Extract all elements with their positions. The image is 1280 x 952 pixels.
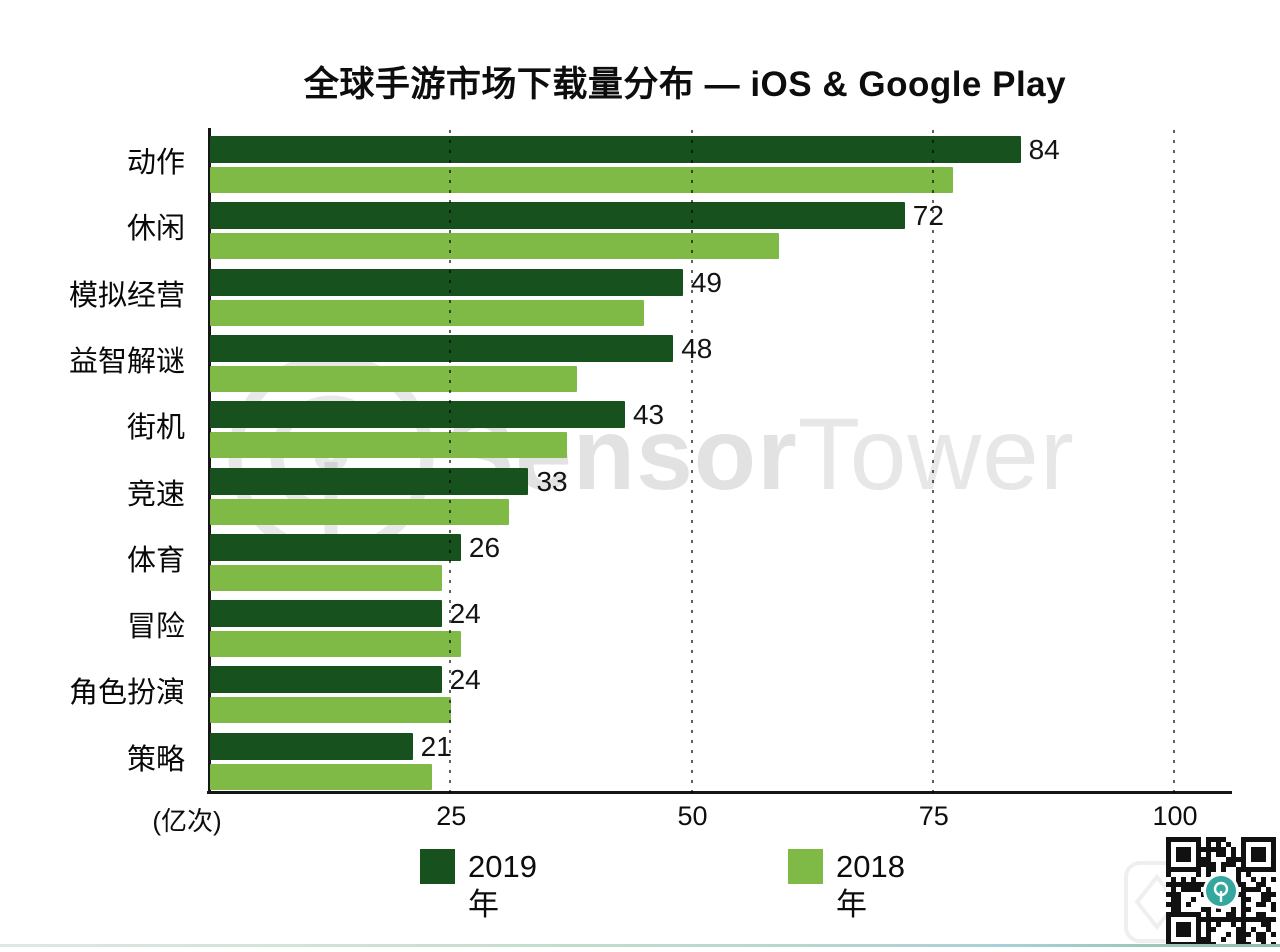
chart-row: 24 [210, 660, 1175, 726]
bar-2018年-冒险 [210, 631, 461, 658]
x-tick-100: 100 [1152, 801, 1198, 831]
category-label-街机: 街机 [126, 412, 185, 445]
sensortower-qr-code [1166, 837, 1280, 947]
category-label-休闲: 休闲 [126, 213, 185, 246]
value-label: 72 [912, 200, 944, 232]
chart-row: 43 [210, 395, 1175, 461]
chart-row: 72 [210, 196, 1175, 262]
gridline-100 [1173, 130, 1175, 793]
bar-2018年-体育 [210, 564, 442, 591]
category-label-体育: 体育 [126, 544, 185, 577]
value-label: 43 [632, 399, 665, 431]
legend-label-2019: 2019年 [468, 849, 537, 922]
x-tick-50: 50 [677, 801, 708, 831]
bar-2019年-体育 [210, 533, 461, 561]
bottom-cropped-strip [0, 944, 1280, 947]
value-label: 49 [690, 266, 722, 298]
bar-2019年-休闲 [210, 202, 905, 230]
y-axis-line [208, 128, 211, 793]
value-label: 84 [1028, 134, 1060, 165]
legend-label-2018: 2018年 [836, 849, 905, 922]
bar-2019年-街机 [210, 401, 625, 429]
value-label: 48 [681, 332, 713, 364]
chart-row: 33 [210, 462, 1175, 528]
value-label: 24 [449, 664, 481, 696]
bar-2019年-策略 [210, 732, 413, 760]
legend-swatch-2019 [420, 849, 455, 884]
legend-swatch-2018 [788, 849, 823, 884]
bar-2019年-模拟经营 [210, 268, 683, 296]
x-tick-25: 25 [436, 801, 467, 831]
value-label: 24 [449, 598, 481, 630]
category-label-角色扮演: 角色扮演 [68, 677, 185, 710]
bar-2019年-冒险 [210, 600, 442, 628]
category-label-动作: 动作 [126, 147, 185, 179]
bar-2018年-动作 [210, 167, 954, 193]
category-label-模拟经营: 模拟经营 [68, 279, 185, 312]
gridline-50 [690, 130, 693, 793]
chart-title: 全球手游市场下载量分布 — iOS & Google Play [303, 65, 1067, 104]
category-label-竞速: 竞速 [126, 478, 185, 511]
gridline-75 [931, 130, 934, 793]
bar-2019年-角色扮演 [210, 666, 442, 694]
bar-2018年-街机 [210, 432, 568, 459]
plot-area: 84 72 49 48 43 33 26 24 24 21 [210, 130, 1175, 793]
value-label: 33 [536, 465, 568, 497]
bar-2019年-竞速 [210, 467, 529, 495]
chart-row: 48 [210, 329, 1175, 395]
bar-2018年-模拟经营 [210, 299, 645, 326]
gridline-25 [449, 130, 452, 793]
value-label: 26 [468, 531, 501, 563]
x-tick-75: 75 [918, 801, 949, 831]
bar-2018年-策略 [210, 763, 432, 790]
chart-row: 84 [210, 130, 1175, 196]
bar-2018年-竞速 [210, 498, 510, 525]
axis-unit-label: (亿次) [152, 806, 222, 836]
bar-2018年-益智解谜 [210, 365, 577, 392]
x-axis-line [207, 791, 1232, 794]
qr-code-image [1166, 837, 1280, 947]
bar-2019年-益智解谜 [210, 334, 674, 362]
chart-row: 26 [210, 528, 1175, 594]
chart-row: 49 [210, 263, 1175, 329]
category-label-冒险: 冒险 [126, 611, 185, 644]
chart-row: 24 [210, 594, 1175, 660]
category-label-益智解谜: 益智解谜 [68, 345, 185, 378]
value-label: 21 [420, 730, 452, 762]
chart-row: 21 [210, 727, 1175, 793]
bar-2019年-动作 [210, 136, 1021, 163]
category-label-策略: 策略 [126, 743, 185, 776]
bar-2018年-休闲 [210, 233, 780, 260]
bar-2018年-角色扮演 [210, 697, 452, 724]
category-labels: 动作休闲模拟经营益智解谜街机竞速体育冒险角色扮演策略 [0, 130, 200, 793]
